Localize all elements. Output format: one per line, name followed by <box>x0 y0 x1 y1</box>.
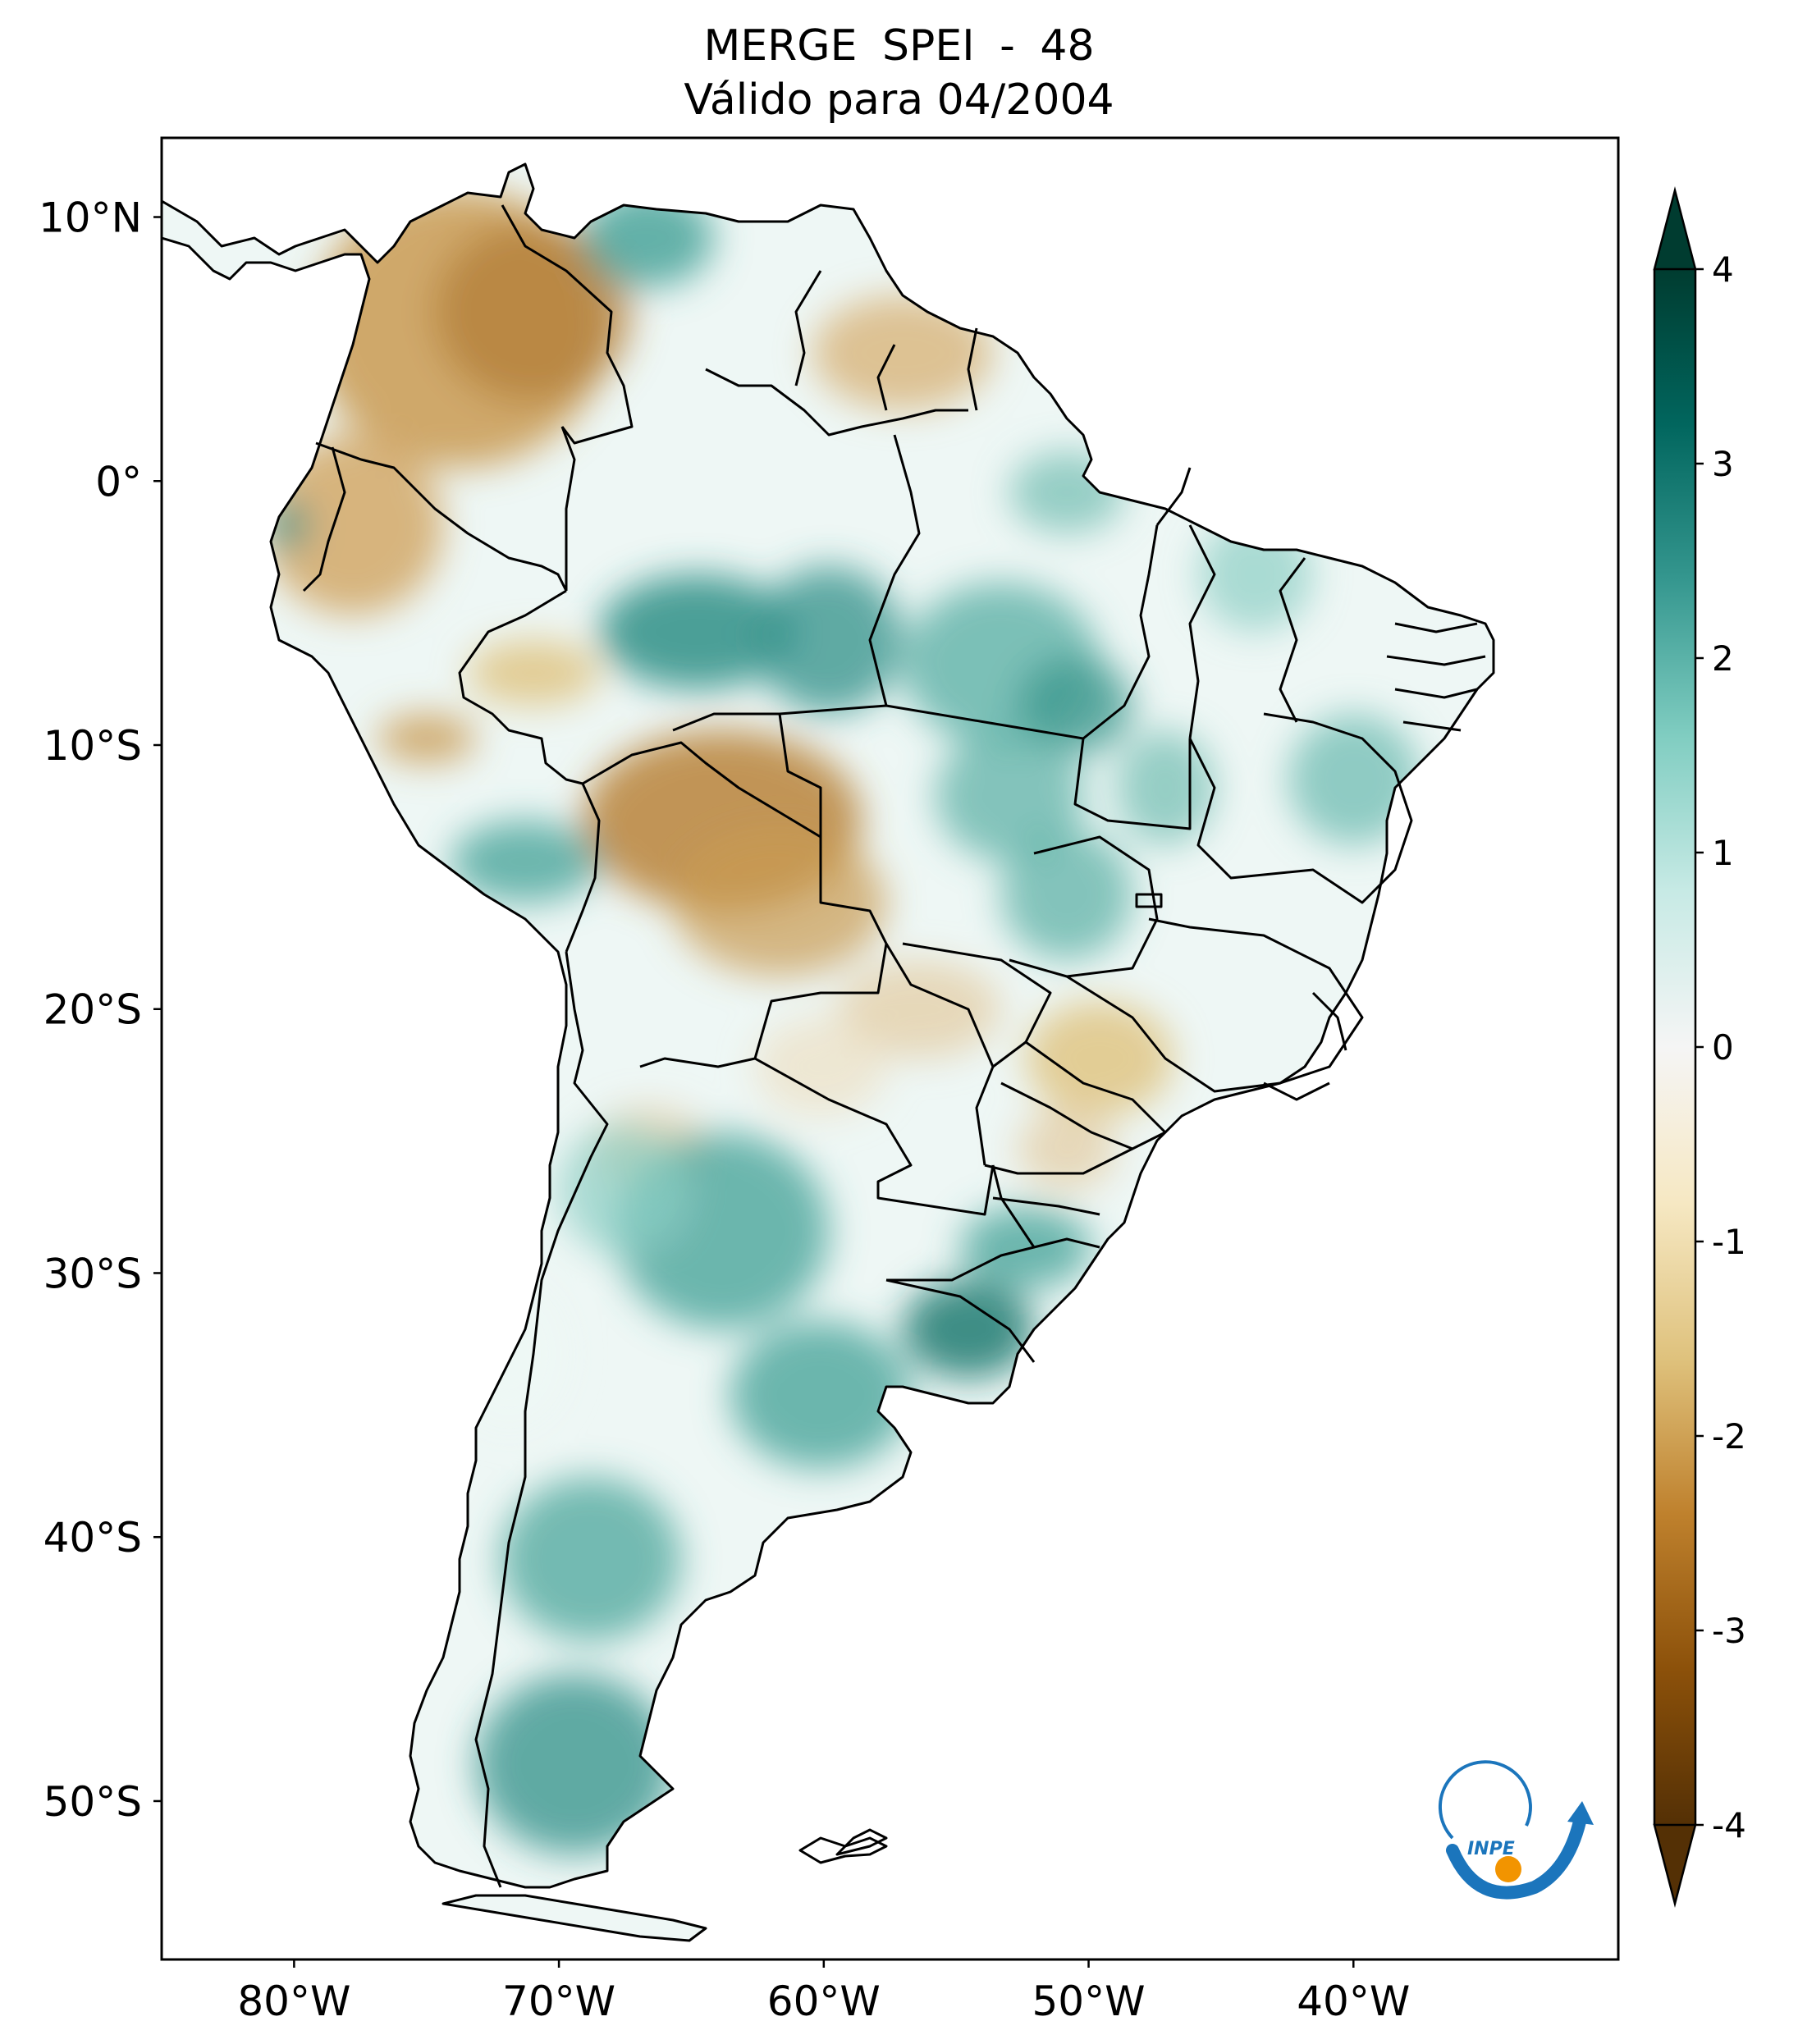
colorbar-tick-label: 1 <box>1712 833 1734 873</box>
border-chile-argentina <box>474 951 609 1888</box>
border-brazil-paraguay <box>885 943 995 1166</box>
border-colombia-brazil <box>560 426 576 591</box>
border-peru-brazil <box>458 589 583 785</box>
lon-tick-label: 70°W <box>502 1978 615 2025</box>
border-brazil-bolivia <box>582 741 888 944</box>
border-guyana-suriname <box>876 344 896 411</box>
border-bolivia-paraguay <box>639 943 888 1068</box>
border-rondonia-mato-grosso <box>778 713 822 837</box>
border-tocantins <box>1073 738 1192 830</box>
lat-tick-label: 50°S <box>43 1778 142 1826</box>
colorbar: 4 3 2 1 0 -1 -2 -3 -4 <box>1653 186 1746 1908</box>
colorbar-tick-label: 4 <box>1712 249 1734 290</box>
colorbar-ticks: 4 3 2 1 0 -1 -2 -3 -4 <box>1695 249 1746 1845</box>
lat-tick-label: 20°S <box>43 986 142 1034</box>
logo-arc-icon <box>1438 1760 1532 1840</box>
lon-tick-label: 40°W <box>1297 1978 1410 2025</box>
coastline <box>162 162 1495 1942</box>
latitude-ticks: 10°N 0° 10°S 20°S 30°S 40°S 50°S <box>39 194 162 1826</box>
border-suriname-guiana <box>967 327 978 411</box>
colorbar-gradient <box>1654 269 1695 1825</box>
colorbar-tick-label: 3 <box>1712 444 1734 484</box>
colorbar-tick-label: -4 <box>1712 1805 1746 1845</box>
colorbar-tick-label: -1 <box>1712 1222 1746 1262</box>
map-title: MERGE SPEI - 48 <box>703 21 1095 71</box>
border-falklands <box>798 1836 888 1864</box>
map-subtitle: Válido para 04/2004 <box>684 75 1114 125</box>
country-borders <box>302 204 1486 1888</box>
border-santa-catarina <box>992 1196 1100 1216</box>
border-sao-paulo <box>1000 1040 1167 1150</box>
lat-tick-label: 10°S <box>43 722 142 770</box>
lat-tick-label: 10°N <box>39 194 142 242</box>
colorbar-extend-max <box>1653 186 1697 271</box>
border-es-rj <box>1263 991 1347 1101</box>
colorbar-tick-label: -2 <box>1712 1416 1746 1456</box>
lat-tick-label: 30°S <box>43 1250 142 1297</box>
border-amazonas-para <box>868 434 921 706</box>
border-venezuela-guyana <box>794 270 822 386</box>
map-frame <box>160 136 1620 1961</box>
border-parana <box>984 1147 1133 1175</box>
colorbar-tick-label: 2 <box>1712 638 1734 679</box>
map-area <box>162 138 1618 1959</box>
border-paraguay-argentina <box>754 1057 995 1216</box>
inpe-logo: INPE <box>1438 1760 1594 1900</box>
logo-sun-icon <box>1495 1856 1521 1882</box>
border-colombia-ecuador-peru <box>315 441 568 592</box>
logo-arrow-icon <box>1567 1801 1594 1825</box>
border-bahia <box>1188 712 1413 904</box>
lon-tick-label: 60°W <box>767 1978 881 2025</box>
colorbar-tick-label: 0 <box>1712 1027 1734 1068</box>
border-maranhao-piaui <box>1188 524 1216 739</box>
border-brazil-guyana <box>705 368 968 437</box>
border-amazonas-acre-rondonia <box>672 712 780 732</box>
border-amazonas-mato-grosso <box>779 704 1084 740</box>
lat-tick-label: 40°S <box>43 1514 142 1562</box>
lat-tick-label: 0° <box>95 458 142 505</box>
border-para-maranhao <box>1155 467 1192 526</box>
lon-tick-label: 50°W <box>1032 1978 1146 2025</box>
border-df <box>1135 893 1163 908</box>
lon-tick-label: 80°W <box>237 1978 350 2025</box>
border-piaui-ceara <box>1279 557 1306 723</box>
spei-field <box>263 189 1420 1854</box>
logo-swoosh-icon <box>1446 1815 1586 1900</box>
border-argentina-islands <box>835 1828 888 1856</box>
border-uruguay-brazil <box>885 1278 1036 1363</box>
border-ecuador-peru <box>302 446 346 592</box>
border-peru-bolivia <box>565 783 601 953</box>
longitude-ticks: 80°W 70°W 60°W 50°W 40°W <box>237 1959 1410 2025</box>
colorbar-extend-min <box>1653 1823 1697 1908</box>
border-minas-gerais <box>1066 917 1364 1093</box>
border-northeast-small <box>1386 622 1486 732</box>
border-para-mato-grosso <box>1082 524 1159 740</box>
colorbar-tick-label: -3 <box>1712 1611 1746 1651</box>
border-argentina-uruguay-brazil <box>886 1164 1036 1282</box>
border-rs <box>1033 1237 1100 1249</box>
border-colombia-venezuela <box>501 204 634 445</box>
border-mato-grosso-do-sul <box>902 942 1052 1068</box>
logo-text: INPE <box>1467 1839 1515 1859</box>
